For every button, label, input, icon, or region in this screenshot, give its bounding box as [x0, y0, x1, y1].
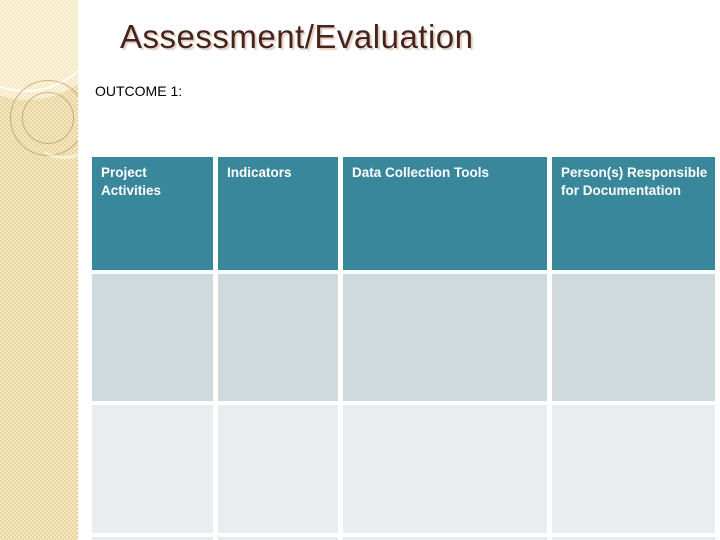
table-cell: [92, 537, 213, 540]
column-header-data-collection-tools: Data Collection Tools: [343, 157, 547, 270]
table-cell: [92, 274, 213, 401]
column-header-project-activities: Project Activities: [92, 157, 213, 270]
table-cell: [218, 537, 338, 540]
slide-title: Assessment/Evaluation: [120, 18, 474, 55]
table-cell: [552, 274, 715, 401]
table-cell: [92, 405, 213, 533]
column-header-persons-responsible: Person(s) Responsible for Documentation: [552, 157, 715, 270]
outcome-label: OUTCOME 1:: [95, 83, 183, 99]
table-cell: [343, 405, 547, 533]
sidebar-inner-ring-decoration: [22, 92, 74, 144]
table-cell: [218, 405, 338, 533]
table-cell: [218, 274, 338, 401]
sidebar-light-circle-decoration: [0, 0, 78, 100]
evaluation-table: Project Activities Indicators Data Colle…: [92, 157, 717, 540]
table-cell: [343, 274, 547, 401]
sidebar-outer-ring-decoration: [10, 80, 78, 156]
table-cell: [552, 405, 715, 533]
theme-sidebar: [0, 0, 78, 540]
evaluation-table-grid: Project Activities Indicators Data Colle…: [92, 157, 717, 540]
table-cell: [343, 537, 547, 540]
sidebar-white-arc-decoration: [0, 0, 78, 92]
column-header-indicators: Indicators: [218, 157, 338, 270]
table-cell: [552, 537, 715, 540]
sidebar-cream-arc-decoration: [15, 70, 78, 168]
